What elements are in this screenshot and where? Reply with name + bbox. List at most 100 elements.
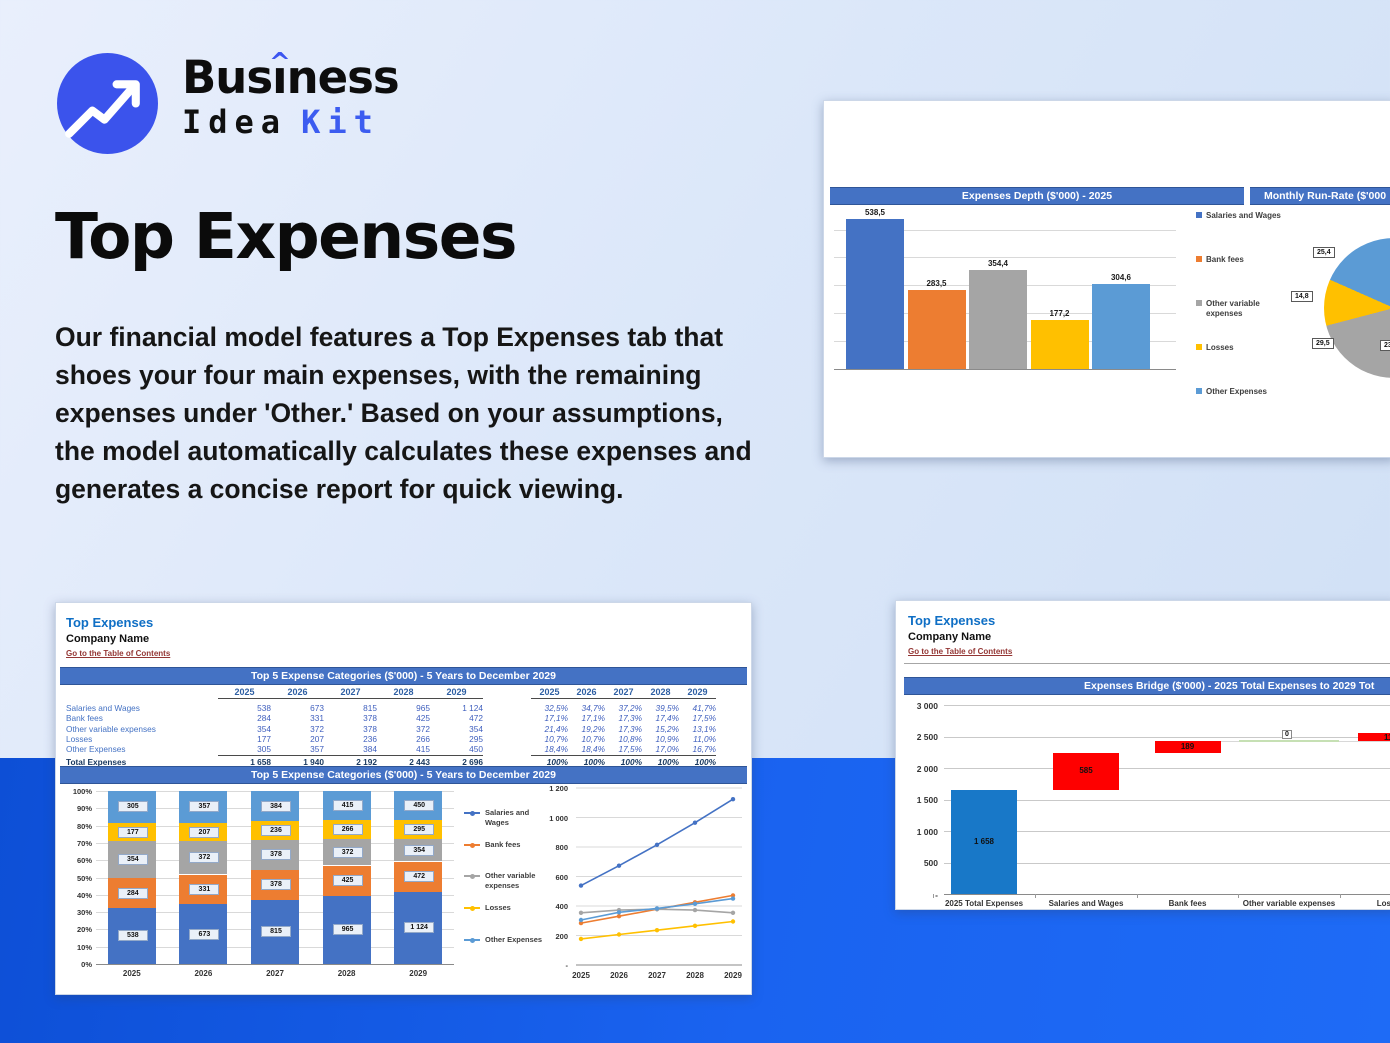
- legend-item: Other variable expenses: [464, 871, 556, 890]
- value-cell: 378: [363, 713, 377, 724]
- table-of-contents-link[interactable]: Go to the Table of Contents: [908, 647, 1013, 656]
- x-category-label: 2027: [266, 969, 284, 978]
- stack-segment-label: 538: [117, 930, 148, 942]
- gridline: [834, 229, 1176, 231]
- table-total-row: Total Expenses 1 658 1 940 2 192 2 443 2 696 1…: [66, 756, 726, 767]
- value-cell: 266: [416, 734, 430, 745]
- data-point: [692, 901, 698, 906]
- data-point: [578, 910, 584, 915]
- data-point: [692, 907, 698, 913]
- x-axis: [944, 894, 1390, 895]
- y-tick-label: 80%: [76, 821, 92, 831]
- data-point: [730, 910, 736, 915]
- stack-segment-label: 284: [117, 887, 148, 899]
- data-point: [578, 883, 584, 888]
- expense-table: 2025 2026 2027 2028 2029 2025 2026 2027 2028 2029…: [66, 685, 726, 767]
- value-cell: 673: [310, 703, 324, 714]
- legend-item: Salaries and Wages: [1196, 211, 1288, 221]
- data-point: [730, 896, 736, 901]
- percent-cell: 17,5%: [618, 744, 642, 755]
- x-category-label: Salaries and Wages: [1048, 899, 1124, 908]
- x-category-label: 2028: [337, 969, 356, 978]
- stack-segment-label: 425: [332, 875, 363, 887]
- stack-segment-label: 354: [117, 854, 148, 866]
- stack-segment-label: 177: [117, 826, 148, 838]
- data-point: [616, 932, 622, 937]
- percent-cell: 17,3%: [618, 723, 642, 734]
- percent-cell: 17,0%: [655, 744, 679, 755]
- column-bar-value: 538,5: [864, 208, 886, 217]
- year-header: 2029: [446, 686, 467, 697]
- gridline: [834, 257, 1176, 259]
- chart-legend: Salaries and Wages Bank fees Other variabl…: [56, 603, 751, 994]
- y-tick-label: -: [935, 889, 938, 900]
- axis-tick: [933, 894, 935, 898]
- legend-item: Other Expenses: [1196, 387, 1288, 397]
- axis-tick: [1339, 894, 1341, 898]
- stack-segment-label: 372: [332, 846, 363, 858]
- legend-label: Other Expenses: [485, 935, 543, 944]
- legend-swatch: [1196, 256, 1202, 262]
- table-row: Salaries and Wages 538 673 815 965 1 124 32,5%…: [66, 703, 726, 713]
- year-header: 2025: [539, 686, 560, 697]
- value-cell: 1 124: [462, 703, 483, 714]
- company-name: Company Name: [908, 631, 992, 643]
- x-axis: [834, 369, 1176, 370]
- section-header-top5-chart: Top 5 Expense Categories ($'000) - 5 Yea…: [60, 766, 747, 784]
- value-cell: 1 658: [250, 756, 271, 767]
- data-point: [654, 906, 660, 911]
- stack-segment-label: 207: [189, 826, 220, 838]
- stack-segment-label: 357: [189, 801, 220, 813]
- percent-cell: 100%: [583, 756, 605, 767]
- stack-segment-label: 450: [404, 799, 435, 811]
- legend-dot-marker: [470, 905, 475, 911]
- column-chart-expenses-depth: 538,5 283,5 354,4 177,2 304,6 Salaries and Wa…: [824, 101, 1390, 457]
- row-label: Losses: [66, 734, 93, 745]
- legend-swatch: [1196, 344, 1202, 350]
- stack-segment-label: 305: [117, 801, 148, 813]
- x-category-label: 2025: [122, 969, 141, 978]
- waterfall-bar-label: 585: [1079, 766, 1093, 776]
- y-tick-label: 1 000: [549, 813, 568, 823]
- column-bar-value: 304,6: [1110, 273, 1132, 283]
- stack-segment-label: 372: [189, 852, 220, 864]
- data-point: [692, 923, 698, 928]
- value-cell: 378: [363, 723, 377, 734]
- x-category-label: 2027: [648, 971, 666, 980]
- y-tick-label: 50%: [76, 873, 92, 883]
- waterfall-bar-label: 189: [1180, 742, 1195, 752]
- percent-cell: 21,4%: [544, 723, 568, 734]
- x-category-label: 2028: [686, 971, 704, 980]
- stack-segment-label: 815: [261, 926, 291, 938]
- value-cell: 965: [416, 703, 430, 714]
- stack-segment-label: 266: [332, 824, 363, 836]
- column-bar: [907, 290, 966, 369]
- line-chart: 1 200 1 000 800 600 400 200-2025 2026 2027 2028 2…: [56, 603, 751, 994]
- percent-cell: 100%: [694, 756, 716, 767]
- stack-segment-label: 295: [404, 823, 435, 835]
- value-cell: 2 696: [462, 756, 483, 767]
- year-header: 2028: [650, 686, 671, 697]
- brand-line2: Idea Kit: [182, 103, 380, 141]
- value-cell: 372: [416, 723, 430, 734]
- y-tick-label: -: [565, 961, 569, 970]
- percent-cell: 16,7%: [692, 744, 716, 755]
- y-tick-label: 1 500: [916, 795, 938, 805]
- percent-cell: 10,9%: [655, 734, 679, 745]
- brand-kit: Kit: [301, 103, 380, 141]
- y-tick-label: 70%: [76, 838, 92, 848]
- percent-cell: 34,7%: [581, 703, 605, 714]
- stack-segment-label: 384: [261, 800, 291, 812]
- stack-segment-label: 1 124: [404, 922, 435, 934]
- data-point: [578, 920, 584, 926]
- table-of-contents-link[interactable]: Go to the Table of Contents: [66, 649, 171, 658]
- legend-item: Losses: [1196, 343, 1288, 353]
- data-point: [692, 820, 698, 825]
- chart-header-expenses-depth: Expenses Depth ($'000) - 2025: [830, 187, 1244, 205]
- y-tick-label: 60%: [76, 856, 92, 866]
- value-cell: 472: [469, 713, 483, 724]
- x-category-label: 2026: [610, 971, 628, 980]
- percent-cell: 32,5%: [544, 703, 568, 714]
- row-label: Bank fees: [66, 713, 103, 724]
